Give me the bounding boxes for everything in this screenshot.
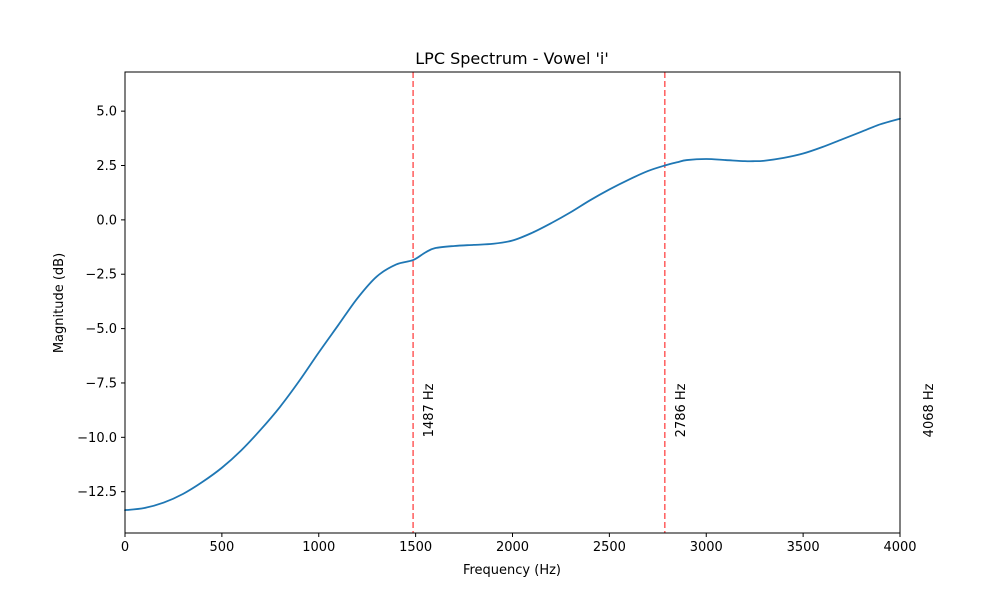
formant-lines bbox=[412, 72, 666, 533]
y-tick-label: −7.5 bbox=[85, 376, 117, 391]
formant-label-0: 1487 Hz bbox=[422, 383, 437, 437]
y-tick-label: 2.5 bbox=[96, 159, 117, 174]
formant-label-2: 4068 Hz bbox=[922, 383, 937, 437]
series-line-0 bbox=[124, 117, 901, 512]
x-tick-label: 1500 bbox=[399, 540, 432, 555]
y-tick-label: 0.0 bbox=[96, 213, 117, 228]
y-axis-ticks: 5.0 2.5 0.0 −2.5 −5.0 −7.5 −10.0 −12.5 bbox=[77, 105, 125, 500]
formant-label-1: 2786 Hz bbox=[674, 383, 689, 437]
x-tick-label: 1000 bbox=[302, 540, 335, 555]
x-tick-label: 2000 bbox=[496, 540, 529, 555]
chart-title: LPC Spectrum - Vowel 'i' bbox=[415, 49, 609, 68]
y-tick-label: −10.0 bbox=[77, 431, 117, 446]
formant-labels: 1487 Hz 2786 Hz 4068 Hz bbox=[422, 383, 937, 437]
y-tick-label: 5.0 bbox=[96, 105, 117, 120]
series-group bbox=[124, 117, 901, 512]
x-tick-label: 4000 bbox=[883, 540, 916, 555]
x-tick-label: 3000 bbox=[690, 540, 723, 555]
x-axis-label: Frequency (Hz) bbox=[463, 563, 561, 578]
x-tick-label: 2500 bbox=[593, 540, 626, 555]
x-tick-label: 3500 bbox=[787, 540, 820, 555]
y-tick-label: −2.5 bbox=[85, 268, 117, 283]
y-tick-label: −5.0 bbox=[85, 322, 117, 337]
y-tick-label: −12.5 bbox=[77, 485, 117, 500]
x-axis-ticks: 0 500 1000 1500 2000 2500 3000 3500 4000 bbox=[121, 533, 917, 555]
x-tick-label: 0 bbox=[121, 540, 129, 555]
y-axis-label: Magnitude (dB) bbox=[52, 253, 67, 353]
x-tick-label: 500 bbox=[209, 540, 234, 555]
